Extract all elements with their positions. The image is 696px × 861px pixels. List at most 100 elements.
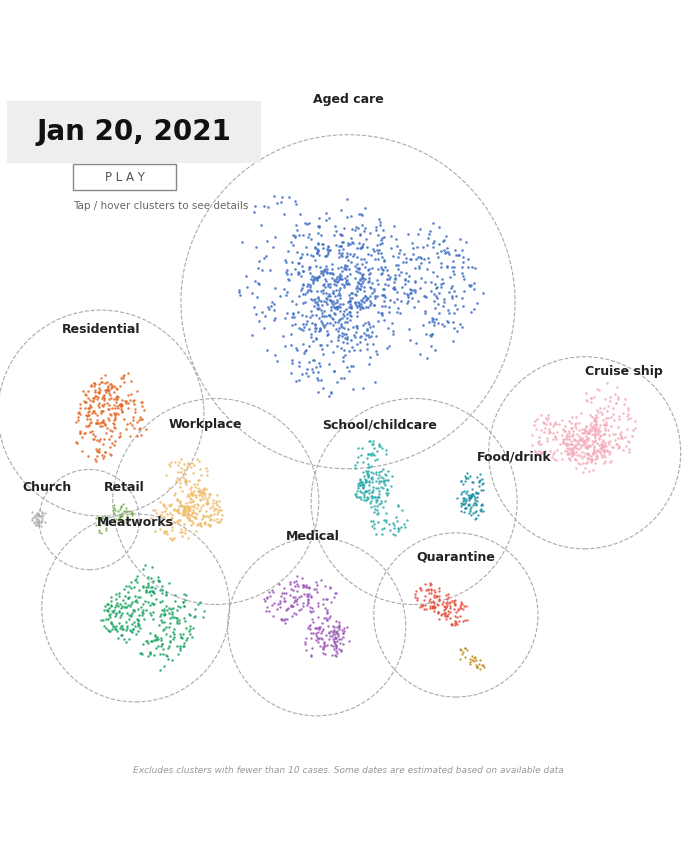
Point: [376, 263, 387, 276]
Point: [586, 434, 597, 448]
Point: [132, 612, 143, 626]
Point: [193, 473, 204, 486]
Point: [536, 447, 547, 461]
Point: [317, 598, 328, 611]
Point: [338, 235, 349, 249]
Point: [279, 594, 290, 608]
Point: [103, 601, 114, 615]
Point: [216, 508, 228, 522]
Point: [188, 505, 199, 519]
Point: [279, 616, 290, 630]
Point: [415, 256, 426, 269]
Point: [177, 505, 189, 519]
Point: [589, 444, 600, 458]
Point: [109, 435, 120, 449]
Point: [582, 434, 593, 448]
Point: [318, 241, 329, 255]
Point: [547, 432, 558, 446]
Point: [290, 592, 301, 606]
Point: [366, 514, 377, 528]
Point: [302, 595, 313, 609]
Point: [375, 494, 386, 508]
Point: [154, 610, 165, 623]
Point: [305, 232, 316, 245]
Point: [459, 501, 470, 515]
Point: [335, 239, 347, 253]
Point: [143, 595, 154, 609]
Point: [298, 596, 309, 610]
Point: [129, 590, 141, 604]
Point: [308, 353, 319, 367]
Point: [326, 624, 337, 638]
Point: [429, 343, 441, 356]
Point: [450, 248, 461, 262]
Point: [365, 448, 376, 461]
Point: [306, 327, 317, 341]
Point: [338, 350, 349, 364]
Point: [210, 497, 221, 511]
Point: [148, 586, 159, 600]
Point: [177, 504, 189, 517]
Point: [475, 504, 487, 517]
Point: [596, 407, 608, 421]
Point: [361, 451, 372, 465]
Point: [196, 499, 207, 513]
Point: [595, 428, 606, 442]
Point: [358, 326, 370, 340]
Point: [145, 645, 156, 659]
Point: [461, 486, 472, 500]
Point: [599, 418, 610, 431]
Point: [306, 292, 317, 306]
Point: [195, 517, 206, 530]
Point: [163, 481, 174, 495]
Point: [470, 505, 481, 518]
Point: [102, 604, 113, 617]
Point: [98, 619, 109, 633]
Point: [352, 480, 363, 493]
Point: [326, 334, 337, 348]
Point: [87, 391, 98, 405]
Point: [333, 620, 345, 634]
Point: [116, 398, 127, 412]
Point: [96, 415, 107, 429]
Point: [158, 641, 169, 655]
Point: [118, 504, 129, 517]
Point: [581, 425, 592, 439]
Point: [355, 293, 366, 307]
Point: [280, 265, 292, 279]
Point: [333, 269, 345, 283]
Point: [258, 592, 269, 606]
Point: [539, 444, 551, 458]
Point: [527, 438, 538, 452]
Point: [233, 285, 244, 299]
Point: [182, 531, 193, 545]
Point: [335, 228, 347, 242]
Point: [131, 627, 142, 641]
Point: [585, 449, 596, 462]
Point: [583, 439, 594, 453]
Point: [334, 300, 345, 313]
Point: [341, 246, 352, 260]
Point: [276, 612, 287, 626]
Point: [171, 492, 182, 505]
Point: [592, 405, 603, 418]
Point: [297, 598, 308, 612]
Point: [200, 482, 212, 496]
Point: [450, 610, 461, 623]
Point: [269, 304, 280, 318]
Point: [84, 393, 95, 406]
Point: [415, 583, 426, 597]
Point: [275, 589, 286, 603]
Point: [331, 647, 342, 660]
Point: [298, 579, 309, 593]
Point: [363, 262, 374, 276]
Point: [580, 419, 591, 433]
Point: [440, 600, 451, 614]
Point: [314, 270, 325, 284]
Point: [248, 300, 260, 313]
Point: [354, 273, 365, 287]
Point: [133, 616, 144, 629]
Point: [378, 474, 389, 488]
Point: [538, 415, 549, 429]
Point: [378, 513, 389, 527]
